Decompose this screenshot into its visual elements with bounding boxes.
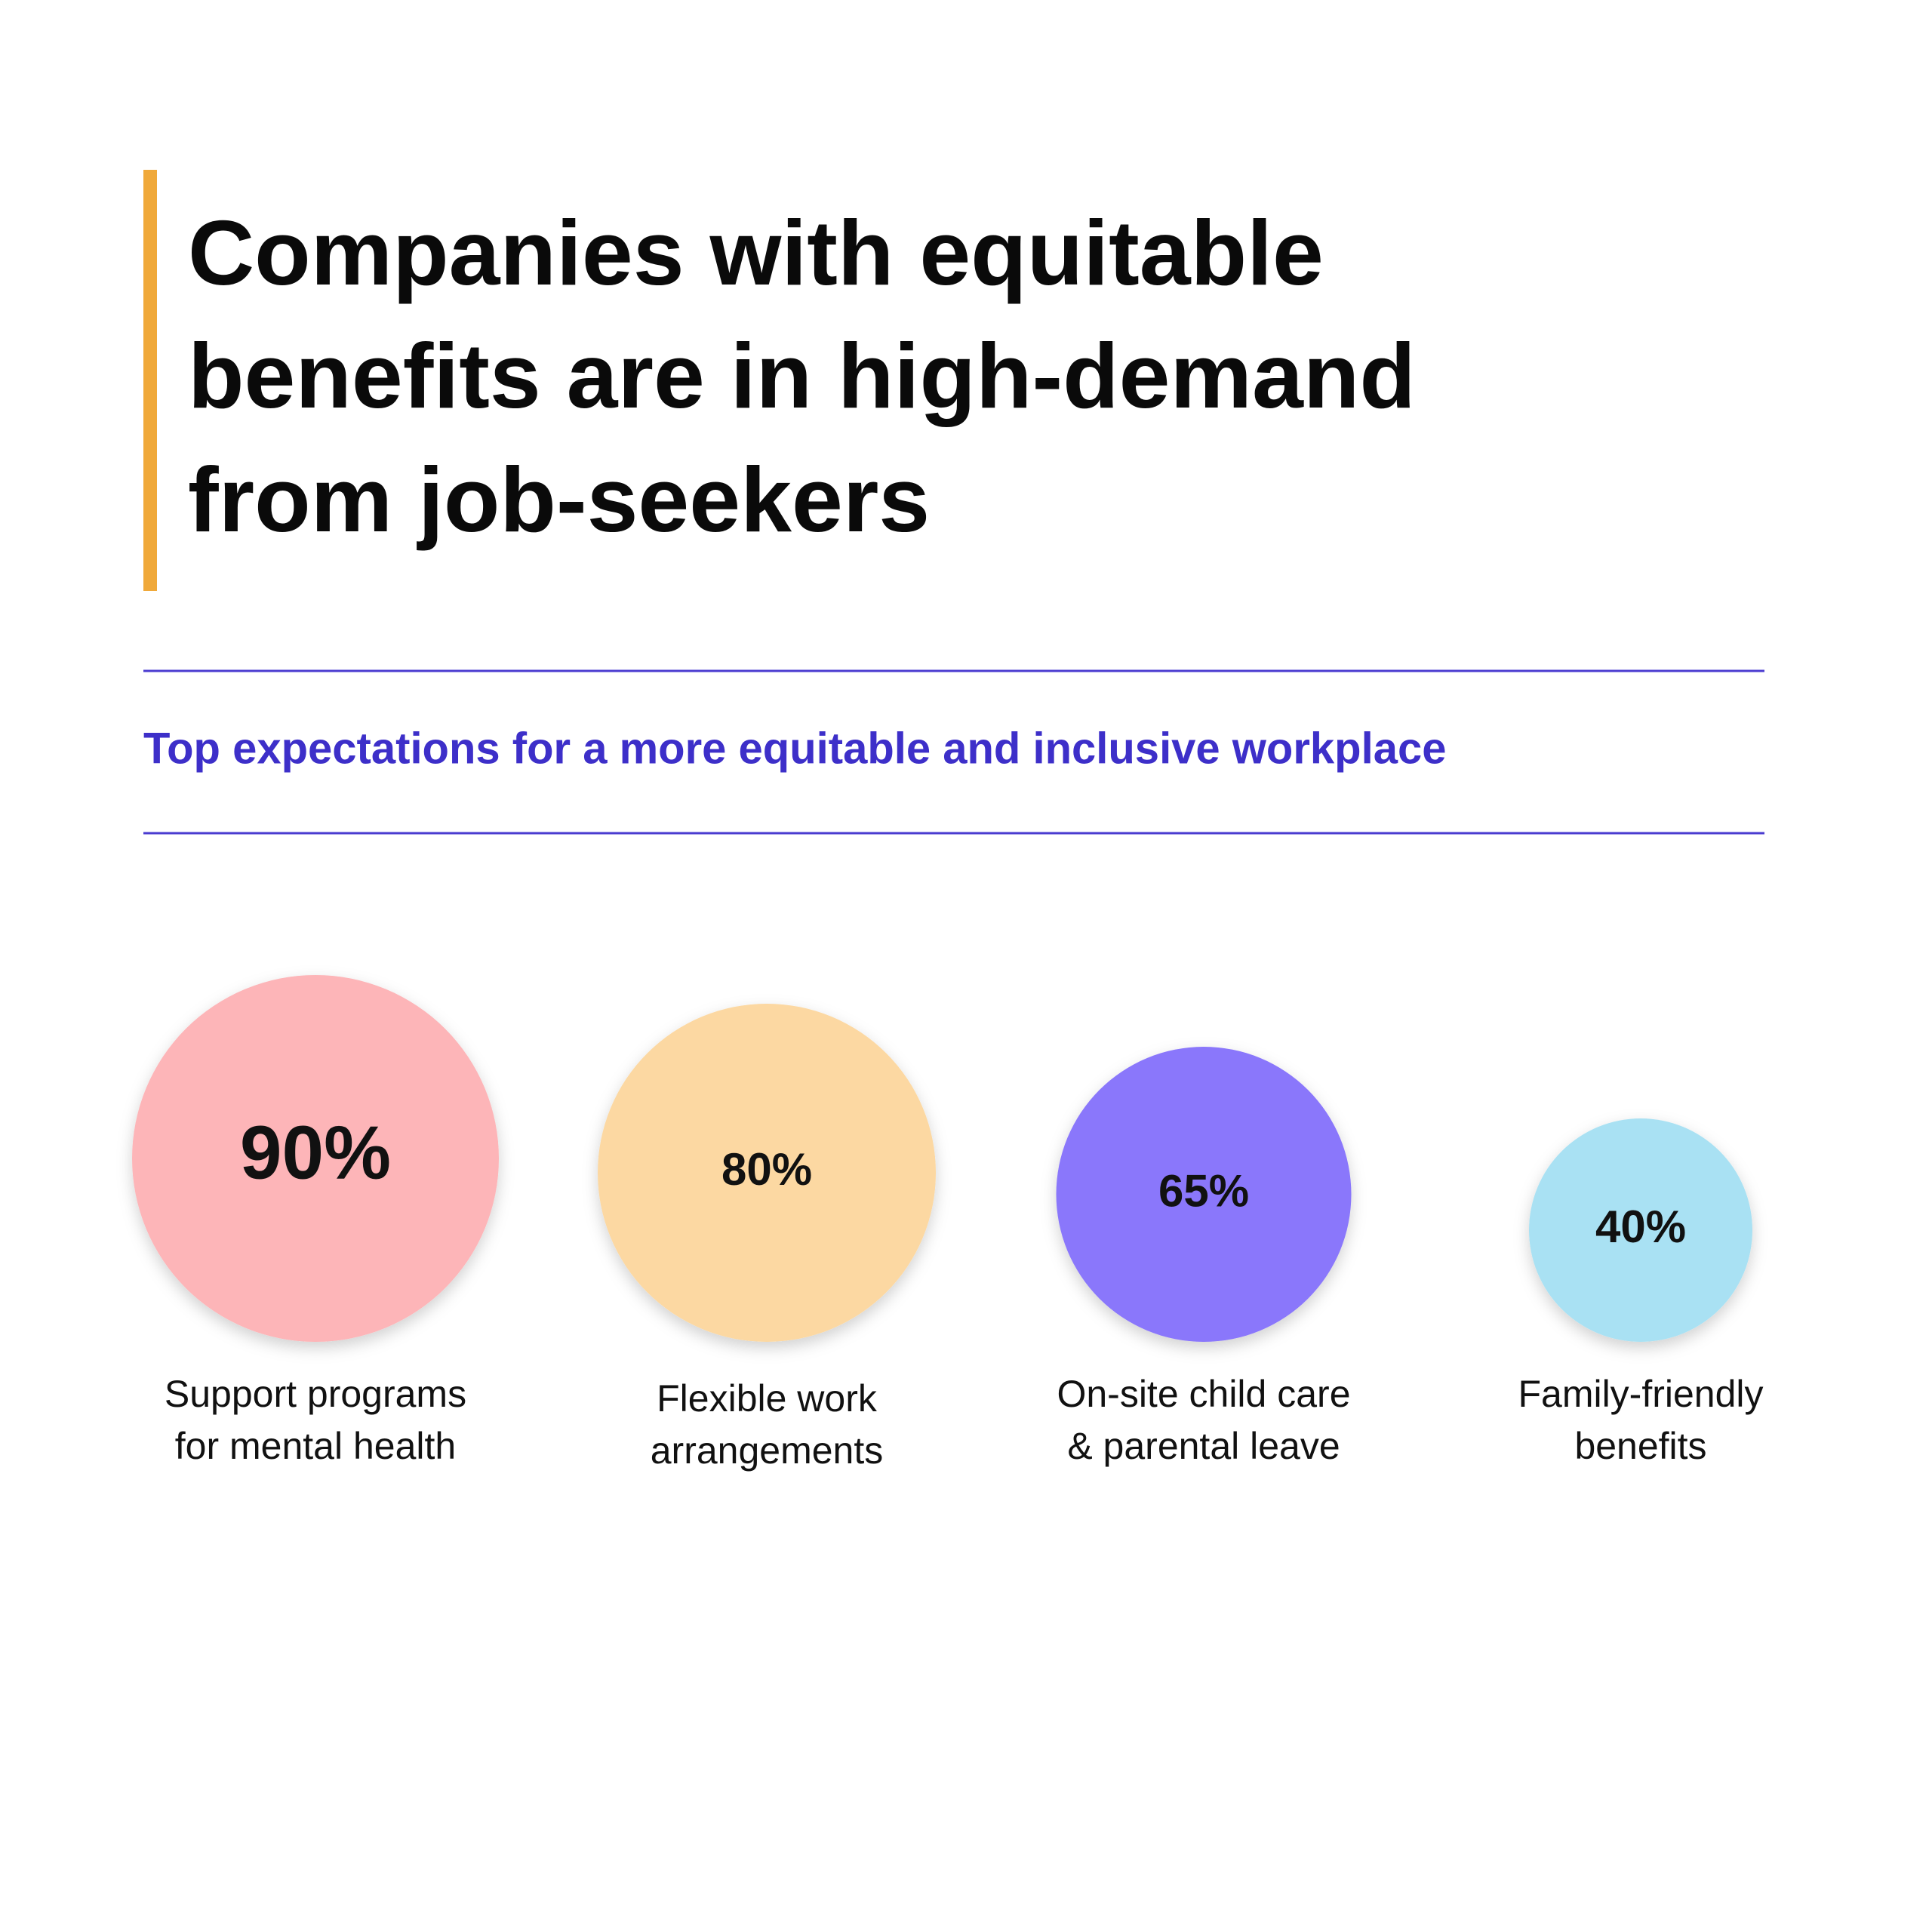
- bubble: [1529, 1118, 1752, 1342]
- title-line: benefits are in high-demand: [188, 325, 1416, 427]
- value-label: 80%: [721, 1144, 812, 1195]
- category-label: Family-friendly: [1518, 1373, 1763, 1415]
- accent-bar: [143, 170, 157, 591]
- category-label: benefits: [1574, 1425, 1706, 1467]
- bubble: [1056, 1047, 1352, 1342]
- title-line: Companies with equitable: [188, 202, 1324, 304]
- title-line: from job-seekers: [188, 448, 930, 551]
- category-label: for mental health: [175, 1425, 456, 1467]
- category-label: & parental leave: [1067, 1425, 1340, 1467]
- value-label: 90%: [240, 1110, 391, 1195]
- subtitle: Top expectations for a more equitable an…: [143, 724, 1447, 773]
- category-label: Support programs: [165, 1373, 466, 1415]
- category-label: On-site child care: [1057, 1373, 1350, 1415]
- category-label: arrangements: [651, 1429, 884, 1472]
- bubble: [132, 975, 499, 1342]
- value-label: 65%: [1158, 1165, 1249, 1216]
- bubble: [598, 1004, 936, 1342]
- category-label: Flexible work: [657, 1377, 878, 1420]
- value-label: 40%: [1595, 1201, 1686, 1252]
